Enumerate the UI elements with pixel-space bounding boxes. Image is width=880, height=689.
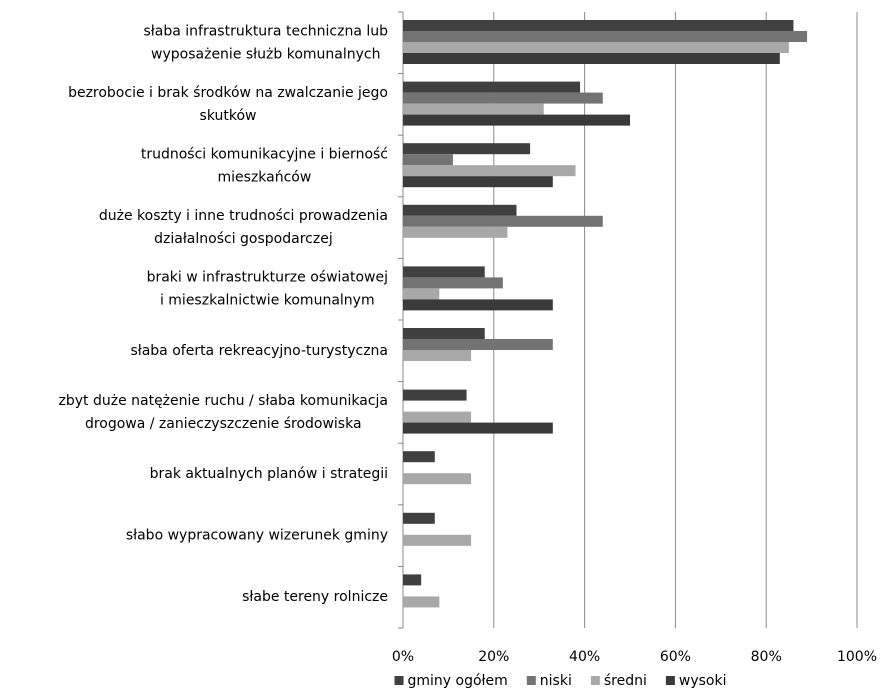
bar <box>403 215 603 227</box>
x-tick-label: 100% <box>837 649 877 665</box>
legend-label: średni <box>604 673 647 689</box>
bar <box>403 328 485 339</box>
y-tick-label: mieszkańców <box>218 170 312 186</box>
bar <box>403 53 780 64</box>
y-tick-label: duże koszty i inne trudności prowadzenia <box>99 208 388 224</box>
bar <box>403 339 553 350</box>
y-tick-label: bezrobocie i brak środków na zwalczanie … <box>68 85 388 101</box>
y-tick-label: wyposażenie służb komunalnych <box>151 46 380 62</box>
bar <box>403 20 794 31</box>
bar <box>403 154 453 166</box>
x-tick-label: 20% <box>478 649 509 665</box>
bar <box>403 103 544 115</box>
bar <box>403 596 440 608</box>
bar <box>403 143 531 155</box>
bar <box>403 277 503 289</box>
bar <box>403 534 472 546</box>
legend-label: wysoki <box>679 673 727 689</box>
x-tick-label: 0% <box>392 649 414 665</box>
y-tick-label: i mieszkalnictwie komunalnym <box>160 293 375 309</box>
y-tick-label: skutków <box>200 108 257 124</box>
bar <box>403 92 603 104</box>
bar <box>403 42 789 53</box>
bar <box>403 81 581 93</box>
bar <box>403 226 508 238</box>
y-tick-label: zbyt duże natężenie ruchu / słaba komuni… <box>59 393 389 409</box>
legend-label: niski <box>540 673 572 689</box>
bar <box>403 473 472 485</box>
bar <box>403 451 435 463</box>
bar <box>403 512 435 524</box>
legend-swatch <box>526 676 536 685</box>
x-tick-label: 80% <box>751 649 782 665</box>
bar <box>403 389 467 401</box>
bar <box>403 31 808 42</box>
legend-swatch <box>665 676 675 685</box>
bar <box>403 299 553 311</box>
bar <box>403 411 472 423</box>
bar <box>403 350 472 361</box>
bar <box>403 114 630 126</box>
y-tick-label: słaba oferta rekreacyjno-turystyczna <box>130 343 388 359</box>
bar <box>403 204 517 216</box>
y-tick-label: brak aktualnych planów i strategii <box>150 466 388 482</box>
y-tick-label: braki w infrastrukturze oświatowej <box>147 270 388 286</box>
bar <box>403 165 576 177</box>
bar <box>403 574 422 586</box>
y-tick-label: drogowa / zanieczyszczenie środowiska <box>85 416 362 432</box>
legend-swatch <box>590 676 600 685</box>
y-tick-label: słabe tereny rolnicze <box>242 589 388 605</box>
y-tick-label: trudności komunikacyjne i bierność <box>141 147 388 163</box>
x-tick-label: 60% <box>660 649 691 665</box>
x-tick-label: 40% <box>569 649 600 665</box>
bar <box>403 422 553 434</box>
y-tick-label: słaba infrastruktura techniczna lub <box>144 23 389 39</box>
bar <box>403 266 485 278</box>
y-tick-label: słabo wypracowany wizerunek gminy <box>126 528 388 544</box>
y-tick-label: działalności gospodarczej <box>154 231 333 247</box>
bar <box>403 176 553 188</box>
legend-swatch <box>394 676 404 685</box>
legend-label: gminy ogółem <box>408 673 508 689</box>
bar <box>403 288 440 300</box>
